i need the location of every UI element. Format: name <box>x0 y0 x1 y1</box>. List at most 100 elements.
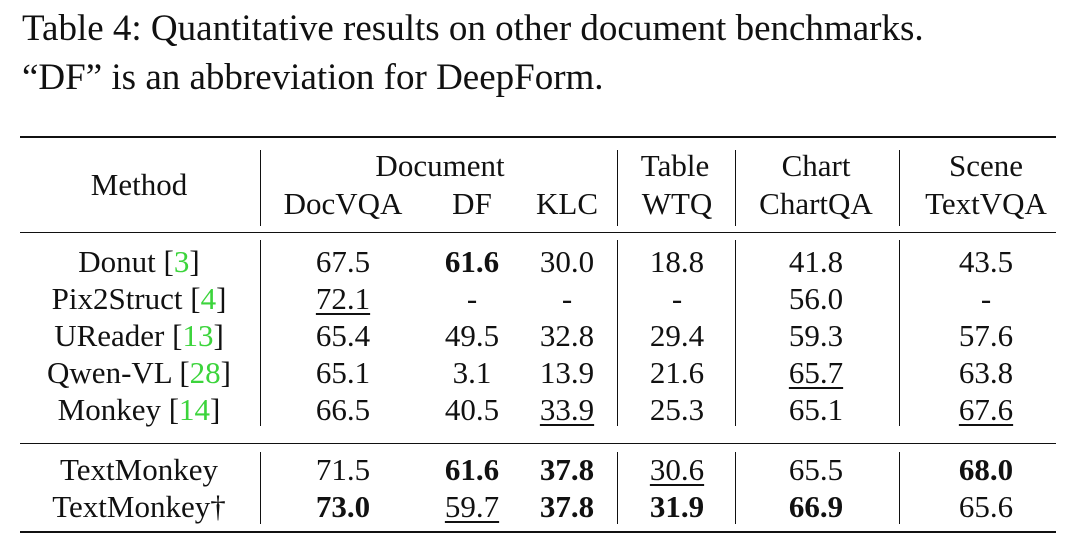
value-cell: 72.1 <box>316 281 370 317</box>
method-cell: Qwen-VL [28] <box>47 355 231 390</box>
method-cell: TextMonkey <box>60 452 218 488</box>
value-text: 41.8 <box>788 244 844 279</box>
group-table: Table <box>640 148 710 183</box>
citation-link[interactable]: 4 <box>200 281 217 316</box>
value-cell: 59.7 <box>445 489 499 525</box>
value-text: 72.1 <box>315 281 371 316</box>
method-name: Qwen-VL <box>47 355 172 390</box>
value-text: 65.5 <box>788 452 844 487</box>
value-text: 18.8 <box>649 244 705 279</box>
group-rule <box>20 443 1056 444</box>
value-cell: 65.7 <box>789 355 843 391</box>
value-cell: 18.8 <box>650 244 704 280</box>
value-cell: 65.5 <box>789 452 843 488</box>
column-divider <box>260 240 261 426</box>
column-divider <box>617 150 618 226</box>
value-cell: 32.8 <box>540 318 594 354</box>
column-divider <box>617 452 618 524</box>
method-cell: UReader [13] <box>54 318 224 353</box>
bottom-rule <box>20 531 1056 533</box>
header-method: Method <box>90 167 188 202</box>
value-cell: 61.6 <box>445 452 499 488</box>
column-header: TextVQA <box>925 186 1047 221</box>
value-cell: 61.6 <box>445 244 499 280</box>
citation-link[interactable]: 14 <box>179 392 211 427</box>
value-cell: 33.9 <box>540 392 594 428</box>
value-text: - <box>466 281 478 316</box>
value-cell: 57.6 <box>959 318 1013 354</box>
value-text: 65.6 <box>958 489 1014 524</box>
column-divider <box>735 150 736 226</box>
citation-link[interactable]: 3 <box>173 244 190 279</box>
header-rule <box>20 232 1056 233</box>
value-text: 25.3 <box>649 392 705 427</box>
value-text: 63.8 <box>958 355 1014 390</box>
value-text: 61.6 <box>444 244 500 279</box>
value-cell: 37.8 <box>540 452 594 488</box>
value-cell: 68.0 <box>959 452 1013 488</box>
caption-line-2: “DF” is an abbreviation for DeepForm. <box>22 57 604 98</box>
value-cell: 59.3 <box>789 318 843 354</box>
value-text: 13.9 <box>539 355 595 390</box>
value-cell: 49.5 <box>445 318 499 354</box>
value-text: 65.1 <box>315 355 371 390</box>
citation-link[interactable]: 28 <box>189 355 221 390</box>
value-cell: - <box>562 281 572 317</box>
value-cell: 67.5 <box>316 244 370 280</box>
column-divider <box>260 150 261 226</box>
value-text: 43.5 <box>958 244 1014 279</box>
value-text: 30.6 <box>649 452 705 487</box>
value-text: 67.5 <box>315 244 371 279</box>
method-name: TextMonkey <box>60 452 218 487</box>
column-divider <box>735 240 736 426</box>
value-cell: 25.3 <box>650 392 704 428</box>
value-cell: 30.6 <box>650 452 704 488</box>
top-rule <box>20 136 1056 138</box>
value-cell: 29.4 <box>650 318 704 354</box>
value-cell: 65.4 <box>316 318 370 354</box>
group-scene: Scene <box>948 148 1024 183</box>
value-text: 66.5 <box>315 392 371 427</box>
value-text: 59.3 <box>788 318 844 353</box>
method-name: UReader <box>54 318 165 353</box>
value-cell: 37.8 <box>540 489 594 525</box>
column-divider <box>899 452 900 524</box>
value-cell: 40.5 <box>445 392 499 428</box>
column-header: DF <box>452 186 492 221</box>
method-name: Monkey <box>57 392 161 427</box>
value-text: 67.6 <box>958 392 1014 427</box>
value-cell: 30.0 <box>540 244 594 280</box>
method-cell: Monkey [14] <box>57 392 221 427</box>
value-text: 3.1 <box>452 355 492 390</box>
column-header: ChartQA <box>759 186 873 221</box>
value-cell: 73.0 <box>316 489 370 525</box>
value-text: 29.4 <box>649 318 705 353</box>
value-text: 65.7 <box>788 355 844 390</box>
value-text: 65.4 <box>315 318 371 353</box>
value-cell: 66.5 <box>316 392 370 428</box>
method-name: TextMonkey† <box>52 489 226 524</box>
value-cell: 63.8 <box>959 355 1013 391</box>
value-cell: - <box>981 281 991 317</box>
value-cell: 65.6 <box>959 489 1013 525</box>
value-cell: 56.0 <box>789 281 843 317</box>
value-text: - <box>671 281 683 316</box>
column-header: DocVQA <box>283 186 403 221</box>
column-divider <box>899 150 900 226</box>
method-name: Donut <box>78 244 156 279</box>
value-text: 66.9 <box>788 489 844 524</box>
value-cell: 66.9 <box>789 489 843 525</box>
group-document: Document <box>375 148 505 183</box>
method-cell: TextMonkey† <box>52 489 225 525</box>
value-cell: 21.6 <box>650 355 704 391</box>
column-divider <box>260 452 261 524</box>
column-header: KLC <box>536 186 598 221</box>
table-caption: Table 4: Quantitative results on other d… <box>22 4 1072 102</box>
value-text: - <box>561 281 573 316</box>
value-text: 71.5 <box>315 452 371 487</box>
value-cell: 65.1 <box>789 392 843 428</box>
value-text: 31.9 <box>649 489 705 524</box>
column-divider <box>735 452 736 524</box>
value-cell: 31.9 <box>650 489 704 525</box>
citation-link[interactable]: 13 <box>182 318 214 353</box>
